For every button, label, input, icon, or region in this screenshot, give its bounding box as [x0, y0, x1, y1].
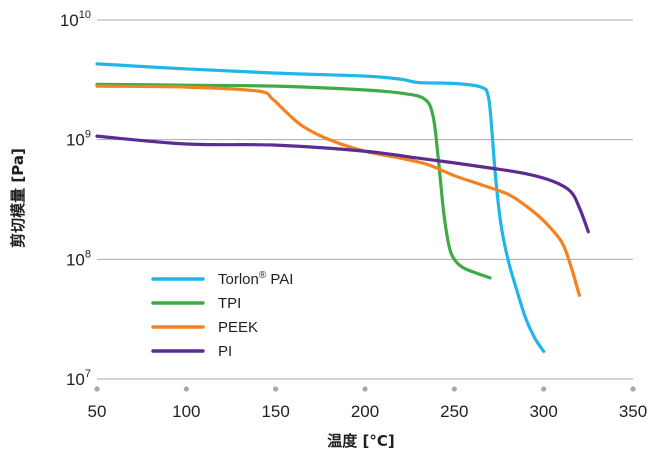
x-tick-mark — [183, 386, 189, 392]
series-lines — [95, 62, 590, 354]
x-tick-label: 150 — [261, 402, 289, 421]
gridlines — [97, 19, 633, 380]
series-line-peek — [95, 84, 581, 297]
legend-label: PEEK — [218, 319, 258, 336]
x-tick-mark — [273, 386, 279, 392]
series-line-pi — [95, 134, 590, 234]
y-tick-label: 107 — [66, 368, 91, 389]
tick-labels: 107 108 109 1010 50 100 150 200 250 300 350 — [60, 9, 647, 421]
x-tick-label: 300 — [529, 402, 557, 421]
x-tick-label: 350 — [619, 402, 647, 421]
x-tick-mark — [541, 386, 547, 392]
y-axis-title: 剪切模量 [Pa] — [9, 148, 27, 248]
x-tick-mark — [630, 386, 636, 392]
legend-label: PI — [218, 343, 232, 360]
x-tick-label: 200 — [351, 402, 379, 421]
series-line-tpi — [95, 82, 492, 280]
x-tick-mark — [362, 386, 368, 392]
y-tick-label: 1010 — [60, 9, 91, 30]
x-tick-mark — [94, 386, 100, 392]
legend-label: TPI — [218, 295, 241, 312]
x-tick-label: 50 — [88, 402, 107, 421]
x-tick-mark — [451, 386, 457, 392]
series-line-torlon — [95, 62, 546, 354]
y-tick-label: 108 — [66, 248, 91, 269]
legend-label: Torlon® PAI — [218, 270, 293, 288]
y-tick-label: 109 — [66, 129, 91, 150]
x-axis-title: 温度 [°C] — [327, 432, 394, 450]
x-tick-label: 100 — [172, 402, 200, 421]
legend: Torlon® PAI TPI PEEK PI — [151, 270, 293, 360]
x-tick-label: 250 — [440, 402, 468, 421]
